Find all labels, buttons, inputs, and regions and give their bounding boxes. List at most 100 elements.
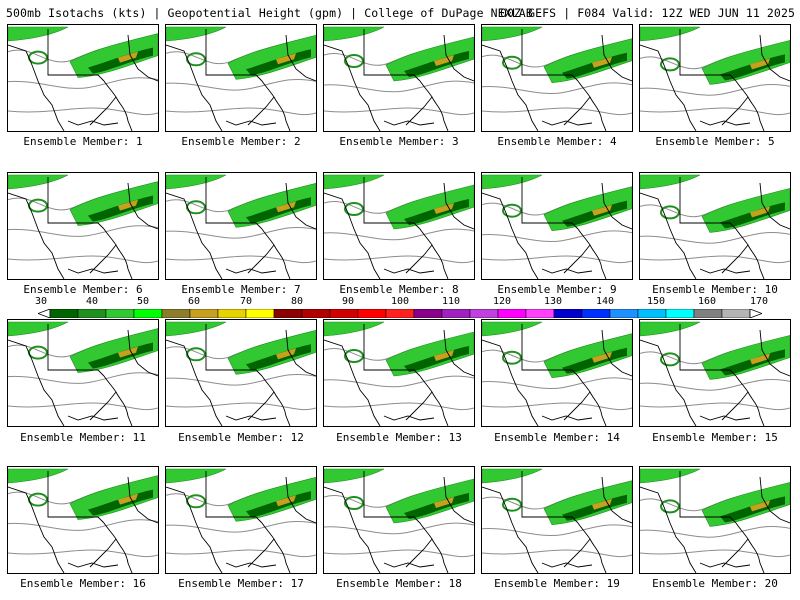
ensemble-map [482,468,632,573]
ensemble-panel [323,466,475,574]
ensemble-panel [165,319,317,427]
colorbar-swatch [469,309,499,318]
ensemble-map [8,174,158,279]
ensemble-member-label: Ensemble Member: 11 [20,431,146,444]
ensemble-map [8,26,158,131]
colorbar-swatch [721,309,751,318]
ensemble-panel [165,24,317,132]
ensemble-member-label: Ensemble Member: 7 [181,283,301,296]
ensemble-member-label: Ensemble Member: 9 [497,283,617,296]
ensemble-member-label: Ensemble Member: 17 [178,577,304,590]
colorbar-swatch [49,309,79,318]
ensemble-panel [323,319,475,427]
ensemble-member-label: Ensemble Member: 14 [494,431,620,444]
ensemble-map [640,174,790,279]
colorbar-swatch [105,309,135,318]
colorbar-swatch [637,309,667,318]
ensemble-map [166,468,316,573]
ensemble-panel [481,319,633,427]
ensemble-map [482,321,632,426]
colorbar-swatch [553,309,583,318]
header: 500mb Isotachs (kts) | Geopotential Heig… [6,6,795,20]
ensemble-member-label: Ensemble Member: 18 [336,577,462,590]
colorbar-tick-label: 170 [749,296,769,307]
ensemble-member-label: Ensemble Member: 12 [178,431,304,444]
ensemble-member-label: Ensemble Member: 6 [23,283,143,296]
ensemble-panel [165,172,317,280]
ensemble-map [324,321,474,426]
colorbar-swatch [413,309,443,318]
colorbar-tick-label: 50 [136,296,150,307]
ensemble-member-label: Ensemble Member: 2 [181,135,301,148]
header-title: 500mb Isotachs (kts) | Geopotential Heig… [6,6,533,20]
colorbar-tick-label: 40 [85,296,99,307]
colorbar-swatch [329,309,359,318]
colorbar-tick-label: 160 [697,296,717,307]
ensemble-panel [323,172,475,280]
colorbar-tick-label: 70 [239,296,253,307]
colorbar-swatch [385,309,415,318]
ensemble-member-label: Ensemble Member: 19 [494,577,620,590]
colorbar-swatch [161,309,191,318]
ensemble-panel [639,24,791,132]
colorbar-swatch [693,309,723,318]
colorbar-swatch [77,309,107,318]
ensemble-panel [7,172,159,280]
colorbar-swatch [189,309,219,318]
colorbar-swatch [441,309,471,318]
colorbar-tick-label: 150 [646,296,666,307]
ensemble-map [482,174,632,279]
colorbar-tick-label: 110 [441,296,461,307]
ensemble-map [640,26,790,131]
ensemble-map [166,26,316,131]
ensemble-map [324,174,474,279]
colorbar-tick-label: 30 [34,296,48,307]
ensemble-panel [639,172,791,280]
colorbar-swatch [301,309,331,318]
colorbar-tick-label: 90 [341,296,355,307]
ensemble-member-label: Ensemble Member: 16 [20,577,146,590]
ensemble-panel [481,172,633,280]
colorbar-swatch [357,309,387,318]
ensemble-panel [7,24,159,132]
colorbar-tick-label: 120 [492,296,512,307]
ensemble-member-label: Ensemble Member: 20 [652,577,778,590]
colorbar-swatch [497,309,527,318]
colorbar-swatch [273,309,303,318]
ensemble-map [8,468,158,573]
ensemble-panel [7,319,159,427]
colorbar [38,309,762,318]
colorbar-swatch [581,309,611,318]
ensemble-map [166,174,316,279]
colorbar-swatch [217,309,247,318]
ensemble-member-label: Ensemble Member: 13 [336,431,462,444]
ensemble-map [324,468,474,573]
colorbar-tick-label: 80 [290,296,304,307]
ensemble-panel [7,466,159,574]
ensemble-panel [481,466,633,574]
ensemble-member-label: Ensemble Member: 10 [652,283,778,296]
ensemble-panel [323,24,475,132]
ensemble-map [324,26,474,131]
ensemble-map [8,321,158,426]
colorbar-graphic [38,309,762,318]
colorbar-tick-label: 130 [543,296,563,307]
ensemble-member-label: Ensemble Member: 5 [655,135,775,148]
ensemble-member-label: Ensemble Member: 8 [339,283,459,296]
ensemble-member-label: Ensemble Member: 4 [497,135,617,148]
colorbar-swatch [133,309,163,318]
ensemble-map [166,321,316,426]
ensemble-map [640,468,790,573]
ensemble-panel [639,466,791,574]
colorbar-swatch [525,309,555,318]
ensemble-member-label: Ensemble Member: 3 [339,135,459,148]
ensemble-map [640,321,790,426]
ensemble-member-label: Ensemble Member: 1 [23,135,143,148]
colorbar-swatch [665,309,695,318]
ensemble-member-label: Ensemble Member: 15 [652,431,778,444]
ensemble-panel [481,24,633,132]
colorbar-swatch [609,309,639,318]
ensemble-map [482,26,632,131]
colorbar-tick-label: 60 [187,296,201,307]
colorbar-tick-label: 100 [390,296,410,307]
